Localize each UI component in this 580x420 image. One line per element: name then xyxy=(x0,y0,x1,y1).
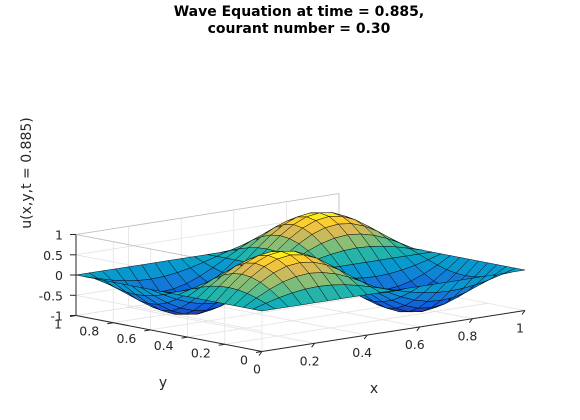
x-tick-mark xyxy=(258,351,263,356)
box-edge xyxy=(75,193,340,235)
x-tick-label: 0.2 xyxy=(300,353,320,368)
side-wall-grid-line xyxy=(75,294,263,332)
x-axis-label: x xyxy=(370,381,378,397)
y-tick-label: 0.8 xyxy=(79,324,99,339)
z-tick-label: 0 xyxy=(55,268,63,283)
z-tick-label: -1 xyxy=(51,309,63,324)
y-tick-mark xyxy=(107,322,114,325)
x-axis-line xyxy=(261,310,526,352)
x-tick-mark xyxy=(363,334,368,340)
y-tick-label: 0.6 xyxy=(117,331,137,346)
y-axis-line xyxy=(75,315,263,352)
y-tick-label: 0 xyxy=(240,353,248,368)
z-tick-label: -0.5 xyxy=(39,288,63,303)
surface-patch xyxy=(502,267,526,275)
tick-labels: 00 0.20.2 0.40.4 0.60.6 0.80.8 11-1-0.500.51 xyxy=(39,228,524,377)
floor-grid-line xyxy=(224,302,488,345)
y-tick-label: 0.4 xyxy=(154,338,174,353)
floor-grid-line xyxy=(128,306,315,344)
x-tick-label: 0.4 xyxy=(352,345,372,360)
surface-mesh xyxy=(75,212,526,315)
x-tick-mark xyxy=(521,310,526,315)
z-tick-label: 0.5 xyxy=(43,248,63,263)
y-tick-mark xyxy=(218,343,225,346)
y-tick-label: 1 xyxy=(54,317,62,332)
z-axis-label: u(x,y,t = 0.885) xyxy=(19,117,35,228)
y-tick-label: 0.2 xyxy=(191,345,211,360)
y-tick-mark xyxy=(255,351,263,353)
chart-title-line1: Wave Equation at time = 0.885, xyxy=(174,4,425,20)
x-tick-label: 0.8 xyxy=(457,329,477,344)
x-tick-mark xyxy=(311,342,316,348)
x-tick-label: 1 xyxy=(516,321,524,336)
x-tick-label: 0 xyxy=(253,362,261,377)
y-axis-label: y xyxy=(159,375,167,391)
y-tick-mark xyxy=(144,329,151,332)
z-tick-label: 1 xyxy=(55,228,63,243)
y-tick-mark xyxy=(181,336,188,339)
x-tick-mark xyxy=(468,318,473,324)
x-tick-label: 0.6 xyxy=(405,337,425,352)
x-tick-mark xyxy=(416,326,421,332)
chart-title-line2: courant number = 0.30 xyxy=(208,21,391,37)
